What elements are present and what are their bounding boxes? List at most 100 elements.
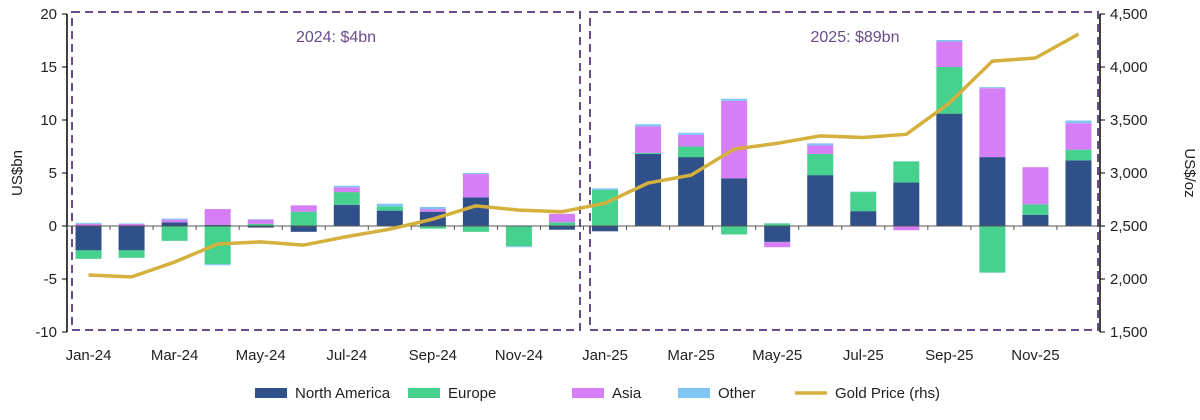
x-tick-label: Nov-25 bbox=[1011, 347, 1059, 364]
bar-asia-Mar-25 bbox=[678, 135, 704, 147]
bar-other-Feb-24 bbox=[119, 223, 145, 224]
bar-europe-Dec-24 bbox=[549, 222, 575, 226]
bar-north-america-Jun-25 bbox=[807, 175, 833, 226]
gold-price-line bbox=[89, 34, 1079, 277]
x-tick-label: May-25 bbox=[752, 347, 802, 364]
y-right-tick-label: 4,500 bbox=[1110, 6, 1148, 23]
legend-label: North America bbox=[295, 385, 391, 402]
bar-asia-Sep-24 bbox=[420, 209, 446, 212]
bar-other-Jan-24 bbox=[76, 223, 102, 224]
x-tick-label: Jan-25 bbox=[582, 347, 628, 364]
bar-other-Feb-25 bbox=[635, 124, 661, 126]
y-tick-label: 0 bbox=[49, 218, 57, 235]
legend-swatch bbox=[255, 388, 287, 398]
bar-europe-Jul-25 bbox=[850, 192, 876, 211]
bar-north-america-Jul-24 bbox=[334, 205, 360, 226]
bar-europe-Feb-25 bbox=[635, 153, 661, 154]
legend-label: Gold Price (rhs) bbox=[835, 385, 940, 402]
x-tick-label: May-24 bbox=[236, 347, 286, 364]
bar-europe-Sep-25 bbox=[936, 67, 962, 114]
bar-asia-Oct-25 bbox=[979, 88, 1005, 157]
bar-europe-Dec-25 bbox=[1065, 150, 1091, 161]
y-tick-label: 10 bbox=[40, 112, 57, 129]
y-axis-label: US$bn bbox=[9, 150, 26, 196]
bar-asia-Dec-24 bbox=[549, 214, 575, 222]
bar-europe-Mar-24 bbox=[162, 226, 188, 241]
bar-asia-Sep-25 bbox=[936, 42, 962, 67]
y-tick-label: 5 bbox=[49, 165, 57, 182]
bar-other-Sep-25 bbox=[936, 40, 962, 42]
legend-swatch bbox=[572, 388, 604, 398]
y-right-axis-label: US$/oz bbox=[1181, 148, 1198, 197]
bar-other-Jul-25 bbox=[850, 192, 876, 193]
y-right-tick-label: 2,000 bbox=[1110, 271, 1148, 288]
legend-swatch bbox=[408, 388, 440, 398]
bar-asia-Dec-25 bbox=[1065, 123, 1091, 149]
bar-other-Jul-24 bbox=[334, 186, 360, 188]
bar-asia-Apr-25 bbox=[721, 101, 747, 178]
bar-asia-Nov-25 bbox=[1022, 167, 1048, 204]
bar-north-america-Oct-24 bbox=[463, 197, 489, 226]
y-tick-label: 15 bbox=[40, 59, 57, 76]
legend-label: Europe bbox=[448, 385, 496, 402]
bar-north-america-Nov-25 bbox=[1022, 215, 1048, 226]
bar-asia-Jun-24 bbox=[291, 205, 317, 211]
y-tick-label: -5 bbox=[44, 271, 57, 288]
bar-asia-Aug-25 bbox=[893, 226, 919, 230]
bar-north-america-Jul-25 bbox=[850, 211, 876, 226]
bar-other-Mar-25 bbox=[678, 133, 704, 135]
bar-north-america-Mar-24 bbox=[162, 222, 188, 226]
bar-other-Apr-24 bbox=[205, 264, 231, 265]
bar-other-Jan-25 bbox=[592, 188, 618, 190]
x-tick-label: Mar-25 bbox=[667, 347, 715, 364]
bar-asia-May-25 bbox=[764, 242, 790, 247]
bar-north-america-Sep-25 bbox=[936, 114, 962, 226]
y-right-tick-label: 4,000 bbox=[1110, 59, 1148, 76]
bar-other-Oct-25 bbox=[979, 87, 1005, 88]
bar-north-america-Oct-25 bbox=[979, 157, 1005, 226]
bar-europe-Jan-24 bbox=[76, 250, 102, 258]
bar-asia-May-24 bbox=[248, 220, 274, 224]
bar-other-Dec-25 bbox=[1065, 121, 1091, 124]
period-box-2024 bbox=[72, 12, 580, 330]
y-right-tick-label: 3,500 bbox=[1110, 112, 1148, 129]
annotation-2024: 2024: $4bn bbox=[296, 29, 376, 46]
bar-other-Apr-25 bbox=[721, 99, 747, 101]
bar-asia-Jul-24 bbox=[334, 187, 360, 192]
bar-europe-Jun-25 bbox=[807, 154, 833, 175]
x-tick-label: Jul-24 bbox=[326, 347, 367, 364]
y-tick-label: 20 bbox=[40, 6, 57, 23]
bar-europe-Nov-24 bbox=[506, 226, 532, 246]
x-tick-label: Jul-25 bbox=[843, 347, 884, 364]
legend-label: Other bbox=[718, 385, 756, 402]
bar-europe-Mar-25 bbox=[678, 147, 704, 158]
bar-europe-Nov-25 bbox=[1022, 204, 1048, 215]
bar-other-May-24 bbox=[248, 219, 274, 220]
bar-north-america-Jan-24 bbox=[76, 226, 102, 250]
bar-north-america-Apr-25 bbox=[721, 178, 747, 226]
bar-north-america-Feb-24 bbox=[119, 226, 145, 250]
legend-label: Asia bbox=[612, 385, 642, 402]
x-tick-label: Sep-25 bbox=[925, 347, 973, 364]
x-tick-label: Jan-24 bbox=[66, 347, 112, 364]
bar-asia-Feb-25 bbox=[635, 126, 661, 153]
bar-europe-Apr-25 bbox=[721, 226, 747, 234]
bar-north-america-Jan-25 bbox=[592, 226, 618, 231]
bar-europe-Aug-24 bbox=[377, 206, 403, 210]
x-tick-label: Nov-24 bbox=[495, 347, 543, 364]
annotation-2025: 2025: $89bn bbox=[811, 29, 900, 46]
bar-north-america-Dec-24 bbox=[549, 226, 575, 230]
bar-other-Aug-24 bbox=[377, 204, 403, 207]
bar-europe-Jan-25 bbox=[592, 190, 618, 226]
bar-other-Sep-24 bbox=[420, 207, 446, 209]
bar-europe-Jul-24 bbox=[334, 192, 360, 205]
bar-asia-Mar-24 bbox=[162, 220, 188, 223]
bar-asia-Apr-24 bbox=[205, 209, 231, 225]
y-right-tick-label: 3,000 bbox=[1110, 165, 1148, 182]
bar-europe-Oct-24 bbox=[463, 226, 489, 232]
bar-asia-Oct-24 bbox=[463, 174, 489, 197]
bar-other-Nov-24 bbox=[506, 246, 532, 247]
bar-north-america-Mar-25 bbox=[678, 157, 704, 226]
